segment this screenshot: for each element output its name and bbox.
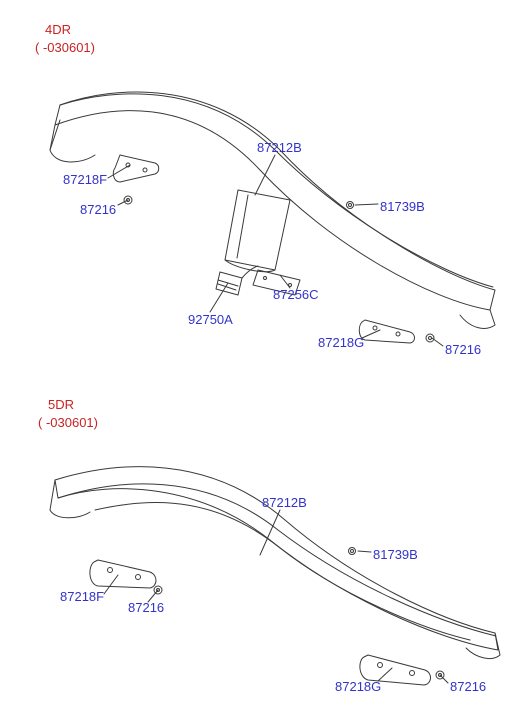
part-label-87256c[interactable]: 87256C	[273, 287, 319, 302]
part-label-87212b-top[interactable]: 87212B	[257, 140, 302, 155]
part-label-81739b-top[interactable]: 81739B	[380, 199, 425, 214]
part-label-87216-bot-right[interactable]: 87216	[450, 679, 486, 694]
variant-header-4dr: 4DR	[45, 22, 71, 37]
variant-header-5dr: 5DR	[48, 397, 74, 412]
part-label-92750a[interactable]: 92750A	[188, 312, 233, 327]
date-header-5dr: ( -030601)	[38, 415, 98, 430]
part-label-87218g-top[interactable]: 87218G	[318, 335, 364, 350]
part-label-87216-top-left[interactable]: 87216	[80, 202, 116, 217]
part-label-87212b-bot[interactable]: 87212B	[262, 495, 307, 510]
parts-diagram-canvas	[0, 0, 532, 727]
part-label-87218f-bot[interactable]: 87218F	[60, 589, 104, 604]
date-header-4dr: ( -030601)	[35, 40, 95, 55]
part-label-81739b-bot[interactable]: 81739B	[373, 547, 418, 562]
part-label-87218g-bot[interactable]: 87218G	[335, 679, 381, 694]
part-label-87218f-top[interactable]: 87218F	[63, 172, 107, 187]
part-label-87216-bot-left[interactable]: 87216	[128, 600, 164, 615]
part-label-87216-top-right[interactable]: 87216	[445, 342, 481, 357]
